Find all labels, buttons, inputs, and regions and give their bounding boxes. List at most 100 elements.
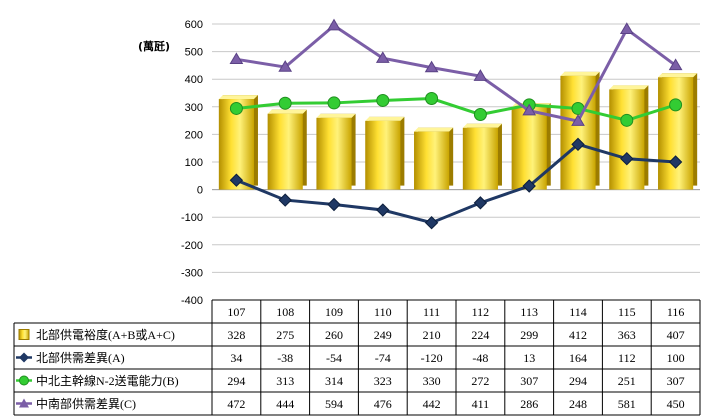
table-cell-value: 294: [227, 374, 245, 388]
bar: [414, 127, 454, 190]
data-point: [522, 103, 537, 116]
table-cell-value: 330: [423, 374, 441, 388]
bar: [511, 103, 551, 190]
table-cell-value: 112: [618, 351, 636, 365]
x-tick-label: 107: [227, 305, 245, 319]
data-point: [668, 58, 683, 71]
x-tick-label: 109: [325, 305, 343, 319]
table-cell-value: 313: [276, 374, 294, 388]
table-cell-value: 100: [667, 351, 685, 365]
y-tick-label: 400: [185, 74, 203, 86]
y-tick-label: 100: [185, 157, 203, 169]
table-cell-value: 260: [325, 328, 343, 342]
data-point: [376, 203, 390, 217]
y-tick-label: -100: [181, 212, 203, 224]
bar: [609, 85, 649, 190]
x-tick-label: 113: [520, 305, 538, 319]
data-point: [424, 60, 439, 73]
table-cell-value: 164: [569, 351, 587, 365]
table-cell-value: 594: [325, 397, 343, 411]
table-cell-value: 294: [569, 374, 587, 388]
data-table: 107 108 109 110 111 112 113 114 115 116 北部供電裕度(A+B…: [13, 299, 701, 416]
table-cell-value: 224: [471, 328, 489, 342]
series-line: [236, 97, 677, 122]
data-point: [473, 196, 488, 210]
table-cell-value: 444: [276, 397, 294, 411]
y-tick-label: -200: [181, 240, 203, 252]
table-cell-value: 248: [569, 397, 587, 411]
table-cell-value: 328: [227, 328, 245, 342]
legend-key: [16, 398, 32, 408]
table-cell-value: -38: [277, 351, 293, 365]
legend-label: 北部供電裕度(A+B或A+C): [36, 327, 175, 342]
bar: [658, 73, 698, 190]
x-tick-label: 115: [618, 305, 636, 319]
table-cell-value: 249: [374, 328, 392, 342]
legend-label: 中北主幹線N-2送電能力(B): [36, 373, 179, 388]
table-cell-value: 442: [423, 397, 441, 411]
y-tick-label: 200: [185, 129, 203, 141]
data-point: [278, 60, 293, 72]
table-cell-value: 299: [520, 328, 538, 342]
data-point: [229, 101, 243, 115]
y-axis-ticks: -400 -300 -200 -100 0 100 200 300 400 500 600: [181, 19, 203, 307]
data-point: [668, 155, 683, 169]
table-cell-value: 286: [520, 397, 538, 411]
y-tick-label: 600: [185, 19, 203, 31]
data-point: [327, 197, 341, 212]
line-series-group: [229, 137, 683, 230]
data-point: [278, 193, 292, 207]
data-point: [619, 22, 634, 34]
table-cell-value: 272: [471, 374, 489, 388]
data-point: [473, 69, 488, 81]
table-cell-value: 476: [374, 397, 392, 411]
x-tick-label: 114: [569, 305, 587, 319]
data-point: [229, 52, 244, 65]
table-cell-value: 411: [472, 397, 490, 411]
x-tick-label: 112: [472, 305, 490, 319]
table-cell-value: 363: [618, 328, 636, 342]
table-cell-value: 210: [423, 328, 441, 342]
data-point: [424, 216, 439, 230]
legend-key: [16, 375, 32, 386]
data-point: [620, 151, 634, 166]
table-cell-value: 275: [276, 328, 294, 342]
legend-label: 中南部供需差異(C): [36, 396, 136, 411]
series-line: [235, 142, 676, 225]
y-tick-label: 300: [185, 102, 203, 114]
table-cell-value: -120: [421, 351, 443, 365]
bar: [267, 109, 307, 190]
x-tick-label: 116: [667, 305, 685, 319]
table-cell-value: 450: [667, 397, 685, 411]
data-point: [327, 18, 341, 31]
y-tick-label: -400: [181, 295, 203, 307]
data-point: [425, 92, 439, 106]
table-cell-value: 581: [618, 397, 636, 411]
x-tick-label: 110: [374, 305, 392, 319]
series-line: [236, 23, 677, 123]
legend-label: 北部供需差異(A): [36, 350, 125, 365]
table-cell-value: -48: [472, 351, 488, 365]
bar: [365, 116, 405, 190]
table-cell-value: 251: [618, 374, 636, 388]
table-cell-value: 407: [667, 328, 685, 342]
table-cell-value: -74: [375, 351, 391, 365]
grid-lines: [212, 23, 700, 301]
data-point: [571, 114, 585, 126]
y-tick-label: 0: [197, 185, 203, 197]
bar-series: [218, 71, 698, 190]
data-point: [669, 98, 683, 112]
data-point: [620, 113, 634, 127]
y-unit-label: (萬瓩): [138, 39, 170, 53]
x-tick-label: 108: [276, 305, 294, 319]
data-point: [327, 96, 341, 110]
table-cell-value: 323: [374, 374, 392, 388]
data-point: [375, 51, 390, 63]
table-cell-value: 307: [520, 374, 538, 388]
line-series-group: [229, 18, 683, 126]
y-tick-label: 500: [185, 47, 203, 59]
legend-key: [16, 352, 32, 363]
legend-key: [18, 329, 30, 340]
table-cell-value: 307: [667, 374, 685, 388]
